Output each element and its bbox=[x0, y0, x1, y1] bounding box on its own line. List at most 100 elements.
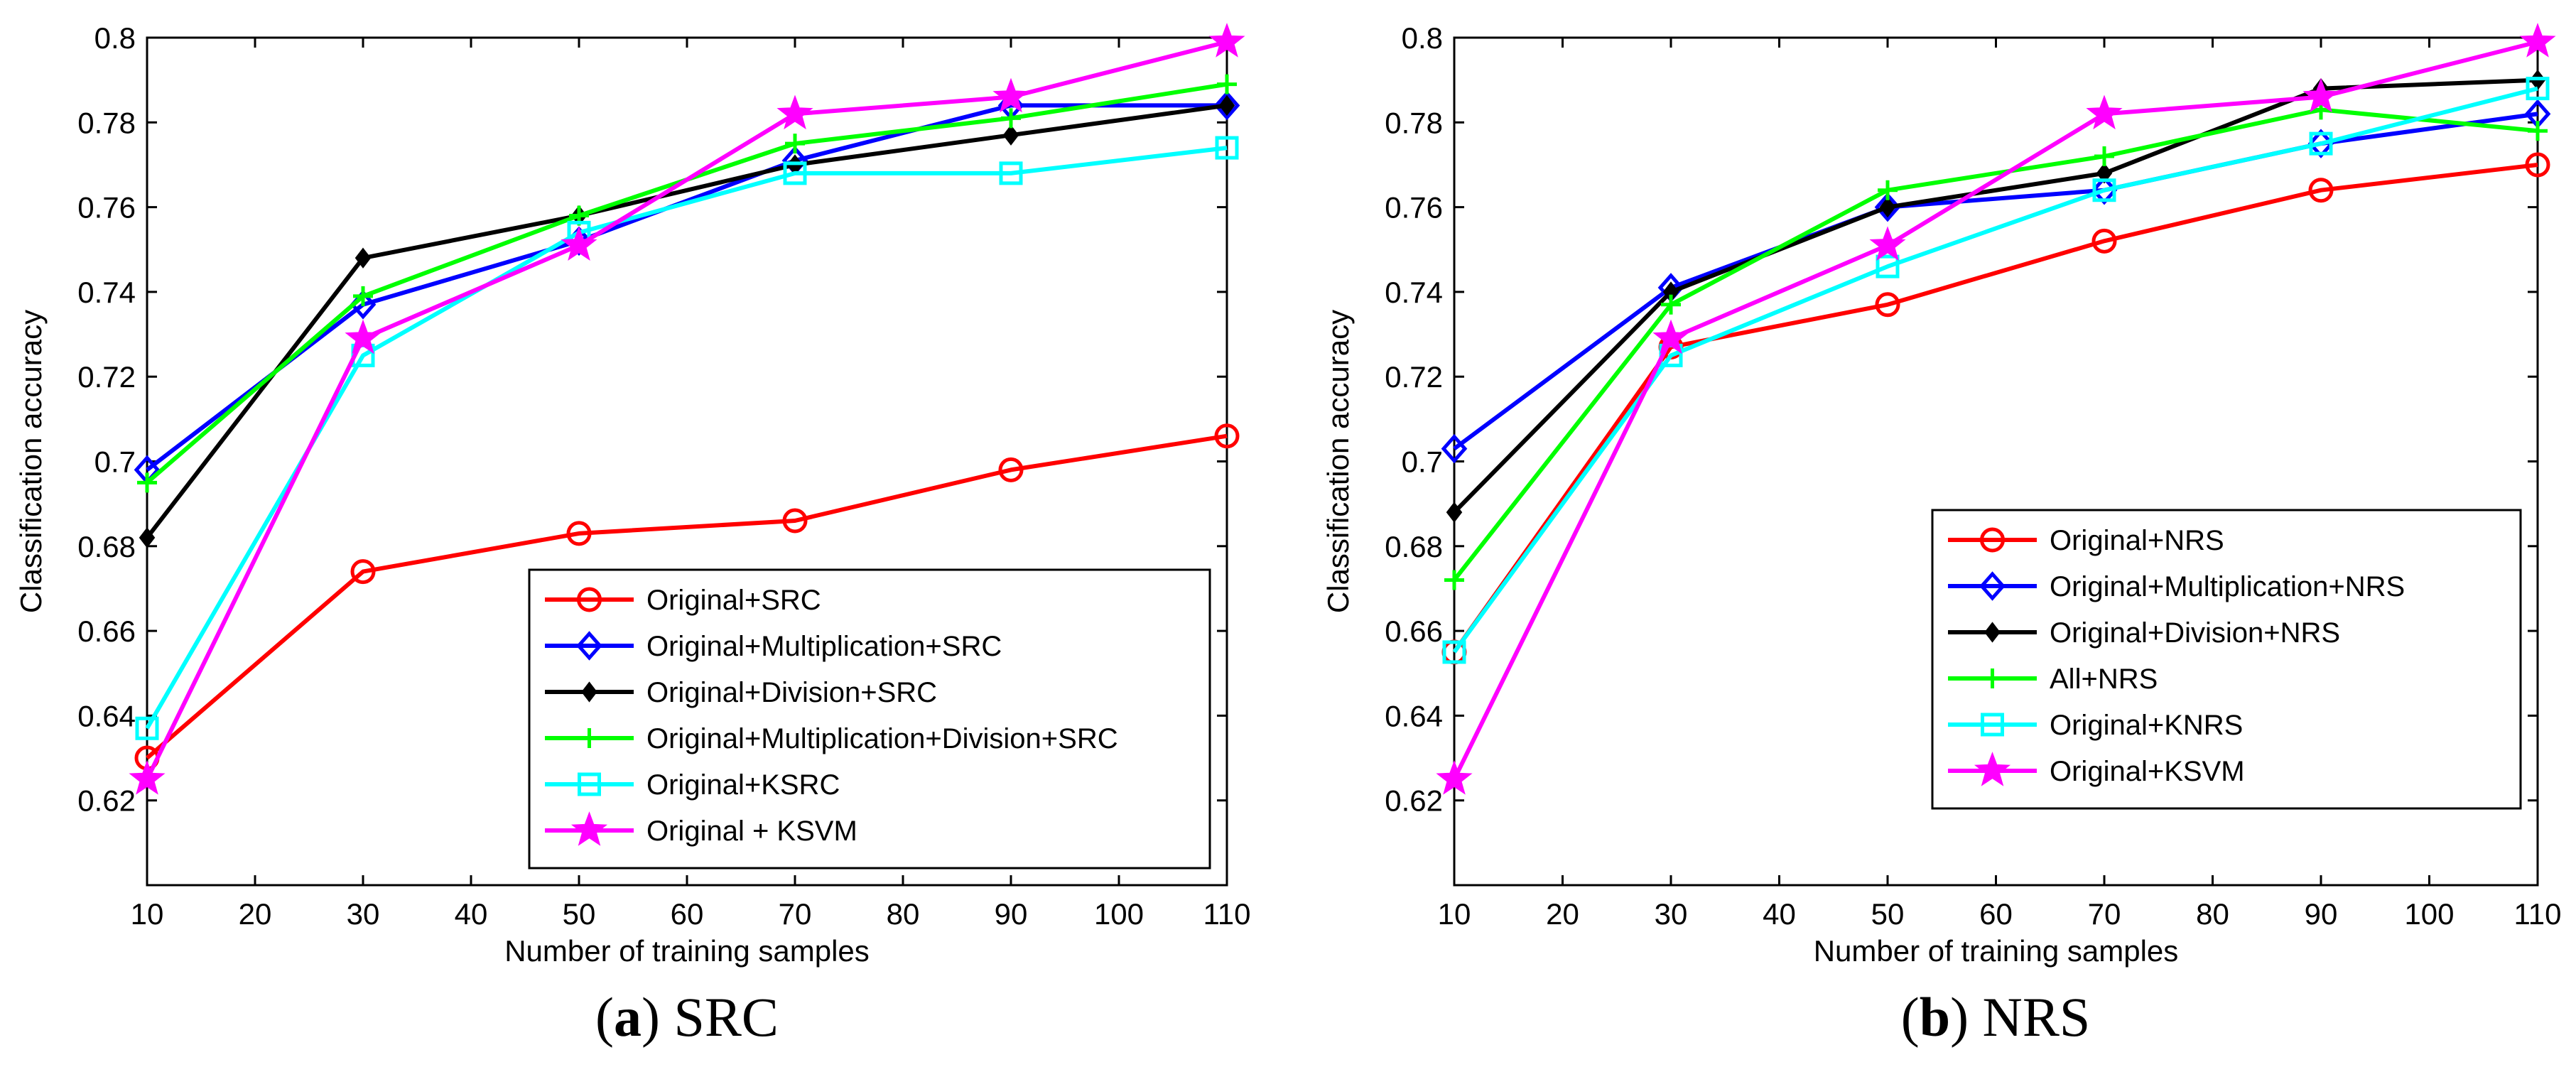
legend-label: Original+Division+NRS bbox=[2050, 617, 2340, 649]
legend-marker bbox=[579, 728, 600, 748]
series-3 bbox=[1446, 70, 2546, 523]
series-line bbox=[1452, 107, 2538, 582]
series-line bbox=[1452, 86, 2538, 654]
legend-label: Original + KSVM bbox=[646, 816, 857, 847]
legend-marker bbox=[581, 681, 597, 703]
series-line bbox=[145, 103, 1228, 539]
data-point-marker bbox=[345, 319, 381, 354]
data-point-marker bbox=[353, 286, 373, 306]
data-point-marker bbox=[776, 94, 813, 130]
x-tick-label: 100 bbox=[2404, 897, 2454, 931]
data-point-marker bbox=[135, 716, 159, 740]
data-point-marker bbox=[1652, 319, 1689, 354]
x-tick-label: 60 bbox=[1979, 897, 2013, 931]
series-2 bbox=[134, 90, 1240, 485]
legend-entry: Original+Multiplication+NRS bbox=[1948, 571, 2405, 602]
legend-frame bbox=[528, 568, 1211, 870]
x-tick-label: 50 bbox=[1871, 897, 1905, 931]
data-point-marker bbox=[2307, 129, 2334, 158]
y-tick-label: 0.68 bbox=[1385, 530, 1443, 563]
data-point-marker bbox=[2096, 163, 2113, 184]
legend-entry: All+NRS bbox=[1948, 664, 2158, 695]
data-point-marker bbox=[1875, 292, 1900, 318]
x-axis-label: Number of training samples bbox=[1814, 934, 2179, 968]
series-6 bbox=[1436, 23, 2556, 795]
legend-marker bbox=[578, 772, 601, 796]
y-tick-label: 0.74 bbox=[77, 276, 136, 309]
x-tick-label: 70 bbox=[779, 897, 812, 931]
x-tick-label: 10 bbox=[1438, 897, 1471, 931]
chart-nrs: 10 20 30 40 50 60 70 80 90 100 110 0.62 0.64 0.66 0.68… bbox=[1321, 21, 2561, 1048]
series-line bbox=[145, 146, 1228, 730]
data-point-marker bbox=[1002, 124, 1019, 146]
legend-marker bbox=[577, 587, 602, 612]
data-point-marker bbox=[783, 161, 807, 185]
data-point-marker bbox=[2526, 77, 2550, 101]
x-tick-label: 70 bbox=[2088, 897, 2121, 931]
legend-marker bbox=[1982, 668, 2003, 688]
series-line bbox=[146, 103, 1227, 472]
data-point-marker bbox=[1215, 136, 1239, 160]
x-tick-label: 110 bbox=[2514, 897, 2562, 931]
x-tick-label: 110 bbox=[1203, 897, 1251, 931]
data-point-marker bbox=[1001, 108, 1021, 129]
data-point-marker bbox=[1876, 254, 1900, 278]
y-tick-label: 0.64 bbox=[77, 699, 136, 732]
data-point-marker bbox=[137, 472, 157, 493]
data-point-marker bbox=[2309, 131, 2333, 156]
legend-marker bbox=[1979, 571, 2006, 601]
data-point-marker bbox=[2528, 121, 2548, 141]
data-point-marker bbox=[2525, 152, 2550, 178]
y-axis-label: Classification accuracy bbox=[1321, 310, 1355, 613]
data-point-marker bbox=[1444, 570, 1464, 590]
data-point-marker bbox=[139, 527, 156, 548]
data-point-marker bbox=[1874, 192, 1901, 222]
subfigure-caption: (a) SRC bbox=[595, 986, 779, 1048]
legend-label: Original+Division+SRC bbox=[646, 677, 937, 708]
data-point-marker bbox=[350, 559, 376, 585]
x-tick-label: 90 bbox=[2305, 897, 2338, 931]
x-axis-label: Number of training samples bbox=[504, 934, 870, 968]
data-point-marker bbox=[2091, 175, 2118, 205]
data-point-marker bbox=[1869, 226, 1906, 261]
data-point-marker bbox=[1218, 94, 1235, 117]
y-axis-label: Classification accuracy bbox=[14, 310, 48, 613]
x-tick-label: 50 bbox=[563, 897, 596, 931]
data-point-marker bbox=[1441, 433, 1468, 464]
legend-entry: Original + KSVM bbox=[545, 811, 857, 847]
data-point-marker bbox=[2308, 178, 2334, 203]
legend-label: Original+Multiplication+NRS bbox=[2050, 571, 2405, 602]
legend-marker bbox=[1981, 713, 2004, 737]
series-4 bbox=[137, 74, 1237, 493]
x-tick-label: 40 bbox=[1763, 897, 1796, 931]
series-6 bbox=[129, 23, 1245, 795]
x-tick-label: 100 bbox=[1094, 897, 1144, 931]
series-3 bbox=[139, 94, 1235, 548]
legend: Original+SRC Original+Multiplication+SRC O… bbox=[528, 568, 1211, 870]
y-tick-label: 0.68 bbox=[77, 530, 136, 563]
legend: Original+NRS Original+Multiplication+NRS O… bbox=[1931, 509, 2522, 810]
y-tick-label: 0.7 bbox=[94, 445, 136, 479]
series-line bbox=[1453, 112, 2538, 451]
data-point-marker bbox=[1213, 90, 1240, 121]
legend-entry: Original+Multiplication+Division+SRC bbox=[545, 723, 1118, 754]
legend-marker bbox=[1984, 622, 2001, 643]
legend-entry: Original+Division+NRS bbox=[1948, 617, 2340, 649]
legend-label: Original+KSVM bbox=[2050, 756, 2245, 787]
series-line bbox=[1452, 163, 2538, 654]
legend-label: Original+KSRC bbox=[646, 769, 840, 801]
y-tick-label: 0.62 bbox=[1385, 784, 1443, 818]
legend-label: Original+NRS bbox=[2050, 525, 2224, 556]
y-tick-label: 0.62 bbox=[77, 784, 136, 818]
series-line bbox=[145, 40, 1228, 781]
y-tick-label: 0.7 bbox=[1402, 445, 1443, 479]
data-point-marker bbox=[1214, 423, 1240, 449]
x-tick-label: 90 bbox=[995, 897, 1028, 931]
x-tick-label: 80 bbox=[2196, 897, 2229, 931]
legend-label: Original+KNRS bbox=[2050, 710, 2243, 741]
x-tick-label: 30 bbox=[347, 897, 380, 931]
data-point-marker bbox=[1879, 196, 1896, 218]
x-tick-label: 20 bbox=[1546, 897, 1579, 931]
data-point-marker bbox=[1442, 640, 1466, 664]
y-tick-label: 0.72 bbox=[1385, 360, 1443, 394]
